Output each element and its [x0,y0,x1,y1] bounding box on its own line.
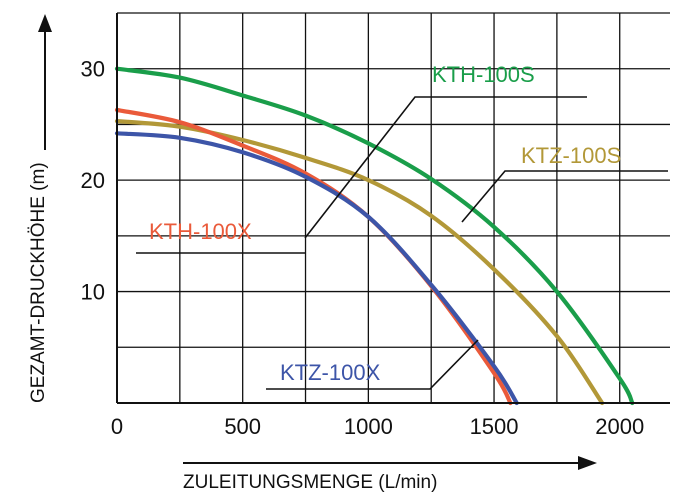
y-axis-title: GEZAMT-DRUCKHÖHE (m) [28,162,49,403]
y-tick-label: 10 [81,280,105,305]
x-tick-label: 1500 [470,414,519,439]
performance-curves [114,66,635,406]
x-tick-label: 2000 [595,414,644,439]
series-label-ktz-100x: KTZ-100X [280,360,381,385]
series-label-kth-100x: KTH-100X [149,219,252,244]
leader-line-kth-100s [304,96,587,239]
y-tick-label: 20 [81,168,105,193]
leader-line-ktz-100s [461,170,668,223]
series-line-ktz-100x [114,131,519,406]
y-axis-arrowhead [38,14,52,32]
label-kth-100s: KTH-100S [304,62,587,239]
series-label-kth-100s: KTH-100S [432,62,535,87]
x-tick-label: 500 [224,414,261,439]
y-tick-label: 30 [81,57,105,82]
y-axis-title-group: GEZAMT-DRUCKHÖHE (m) [28,14,52,403]
tick-labels: 0 500 1000 1500 2000 10 20 30 [81,57,645,439]
grid [116,12,670,404]
x-tick-label: 1000 [344,414,393,439]
x-tick-label: 0 [111,414,123,439]
series-label-ktz-100s: KTZ-100S [521,143,621,168]
x-axis-arrowhead [578,456,597,470]
x-axis-title-group: ZULEITUNGSMENGE (L/min) [183,456,597,493]
label-ktz-100s: KTZ-100S [461,143,668,223]
series-line-kth-100s [114,66,635,406]
axes [116,13,670,404]
label-kth-100x: KTH-100X [136,219,305,254]
x-axis-title: ZULEITUNGSMENGE (L/min) [183,472,437,493]
label-ktz-100x: KTZ-100X [266,339,479,390]
leader-line-ktz-100x [266,339,479,390]
